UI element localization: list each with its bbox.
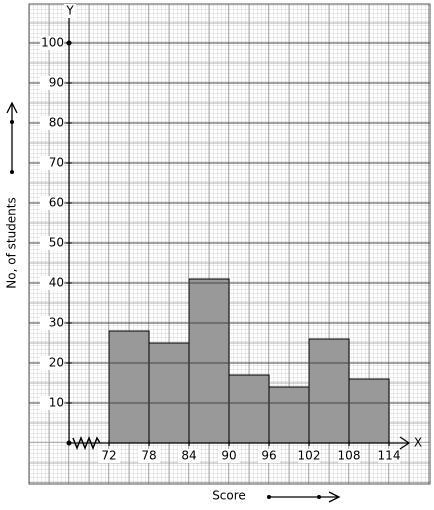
label-bg	[378, 449, 400, 463]
bar	[148, 342, 190, 444]
y-tick-label: 100	[41, 36, 64, 50]
label-bg	[40, 156, 64, 170]
label-bg	[178, 449, 200, 463]
bar	[268, 386, 310, 444]
label-bg	[40, 196, 64, 210]
label-bg	[64, 4, 76, 18]
x-axis-label: Score	[212, 489, 246, 503]
axis-break	[72, 435, 101, 451]
bar	[228, 374, 270, 444]
tick-dot	[66, 40, 72, 46]
label-bg	[138, 449, 160, 463]
x-axis-name: X	[414, 436, 422, 450]
x-tick-label: 84	[181, 449, 196, 463]
label-bg	[218, 449, 240, 463]
label-bg	[338, 449, 360, 463]
label-bg	[40, 116, 64, 130]
x-tick-label: 102	[298, 449, 321, 463]
label-bg	[206, 488, 254, 504]
label-bg	[98, 449, 120, 463]
y-tick-label: 80	[49, 116, 64, 130]
x-tick-label: 78	[141, 449, 156, 463]
y-tick-label: 50	[49, 236, 64, 250]
y-tick-label: 20	[49, 356, 64, 370]
origin-dot	[66, 440, 72, 446]
label-bg	[40, 356, 64, 370]
plot	[108, 278, 390, 444]
label-bg	[298, 449, 320, 463]
bar	[348, 378, 390, 444]
label-bg	[40, 76, 64, 90]
y-tick-label: 40	[49, 276, 64, 290]
bar	[188, 278, 230, 444]
y-axis-name: Y	[65, 4, 74, 18]
x-arrow	[399, 436, 411, 450]
label-bg	[40, 36, 64, 50]
x-tick-label: 96	[261, 449, 276, 463]
label-bg	[40, 316, 64, 330]
label-bg	[40, 236, 64, 250]
bar	[308, 338, 350, 444]
label-bg	[40, 396, 64, 410]
y-tick-label: 30	[49, 316, 64, 330]
x-tick-label: 114	[378, 449, 401, 463]
x-tick-label: 108	[338, 449, 361, 463]
y-axis-label: No, of students	[5, 197, 19, 288]
y-tick-label: 10	[49, 396, 64, 410]
label-bg	[40, 276, 64, 290]
y-tick-label: 90	[49, 76, 64, 90]
decor-arrow	[6, 101, 341, 503]
y-tick-label: 70	[49, 156, 64, 170]
label-bg	[258, 449, 280, 463]
x-tick-label: 90	[221, 449, 236, 463]
y-tick-label: 60	[49, 196, 64, 210]
bar	[108, 330, 150, 444]
x-tick-label: 72	[101, 449, 116, 463]
